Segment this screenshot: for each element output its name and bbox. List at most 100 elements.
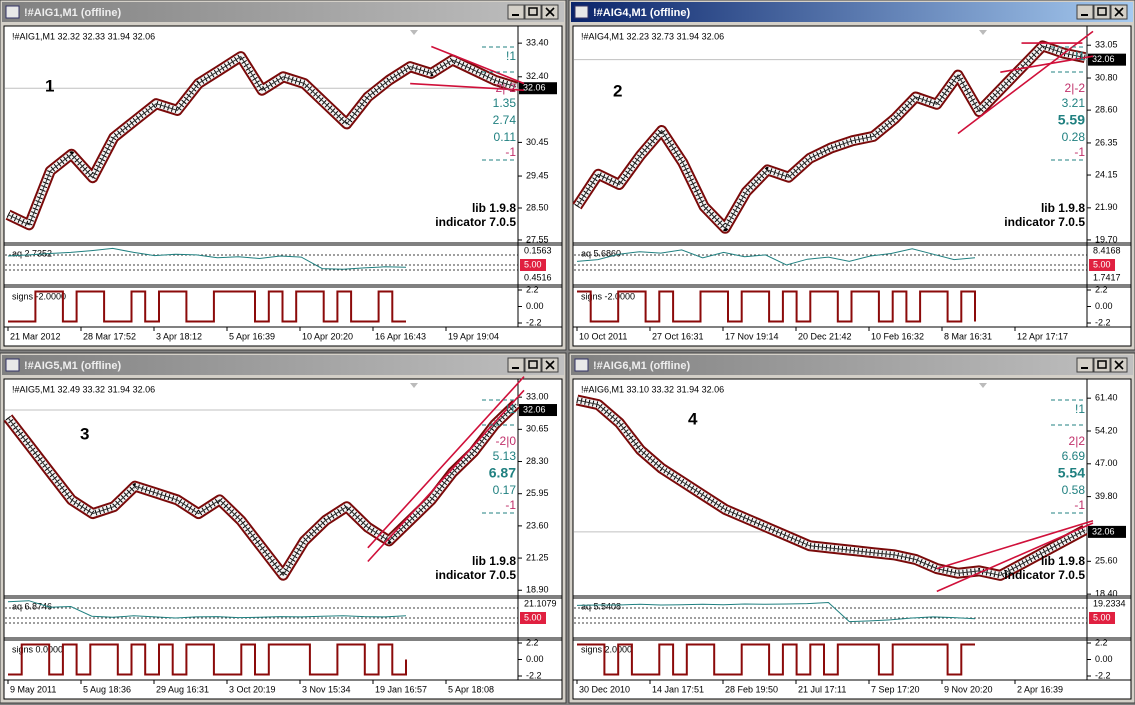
aq-axis-label: 1.7417 bbox=[1093, 272, 1121, 282]
chart-window: !#AIG1,M1 (offline) !#AIG1,M1 32.32 32.33… bbox=[0, 0, 567, 351]
chart-header: !#AIG5,M1 32.49 33.32 31.94 32.06 bbox=[12, 384, 155, 394]
window-icon bbox=[574, 358, 589, 372]
x-tick-label: 17 Nov 19:14 bbox=[725, 331, 779, 341]
x-tick-label: 19 Apr 19:04 bbox=[448, 331, 499, 341]
signs-label: signs -2.0000 bbox=[12, 291, 66, 301]
indicator-value: 6.69 bbox=[1062, 449, 1086, 463]
x-tick-label: 10 Feb 16:32 bbox=[871, 331, 924, 341]
aq-line bbox=[576, 601, 976, 623]
indicator-value: !1 bbox=[506, 49, 516, 63]
y-tick-label: 18.40 bbox=[1095, 589, 1118, 599]
chart-number: 2 bbox=[613, 81, 622, 100]
indicator-value: -2|0 bbox=[496, 434, 517, 448]
minimize-button[interactable] bbox=[1076, 4, 1094, 20]
aq-axis-label: 5.00 bbox=[1093, 259, 1111, 269]
x-tick-label: 7 Sep 17:20 bbox=[871, 684, 920, 694]
title-bar bbox=[571, 355, 1133, 375]
glyph bbox=[1097, 360, 1107, 369]
aq-level-tag bbox=[1089, 259, 1115, 271]
lib-version: lib 1.9.8 bbox=[472, 554, 516, 568]
trend-line bbox=[936, 519, 1094, 570]
aq-axis-label: 0.4516 bbox=[524, 272, 552, 282]
indicator-value: 0.17 bbox=[493, 483, 517, 497]
current-price-label: 32.06 bbox=[1092, 526, 1115, 536]
y-tick-label: 24.15 bbox=[1095, 169, 1118, 179]
x-tick-label: 29 Aug 16:31 bbox=[156, 684, 209, 694]
indicator-value: 1.35 bbox=[493, 96, 517, 110]
price-line bbox=[576, 45, 1086, 230]
indicator-value: 2.74 bbox=[493, 113, 517, 127]
signs-tick-label: -2.2 bbox=[1095, 317, 1111, 327]
minimize-button[interactable] bbox=[507, 357, 525, 373]
current-price-tag bbox=[519, 404, 557, 417]
x-tick-label: 9 Nov 20:20 bbox=[944, 684, 993, 694]
signs-tick-label: 2.2 bbox=[526, 637, 539, 647]
aq-label: aq 2.7352 bbox=[12, 248, 52, 258]
x-tick-label: 3 Oct 20:19 bbox=[229, 684, 276, 694]
minimize-button[interactable] bbox=[1076, 357, 1094, 373]
lib-version: lib 1.9.8 bbox=[472, 201, 516, 215]
chart-header: !#AIG6,M1 33.10 33.32 31.94 32.06 bbox=[581, 384, 724, 394]
indicator-value: -1 bbox=[505, 498, 516, 512]
maximize-button[interactable] bbox=[524, 4, 542, 20]
minimize-button[interactable] bbox=[507, 4, 525, 20]
signs-tick-label: 0.00 bbox=[526, 654, 544, 664]
y-tick-label: 33.00 bbox=[526, 392, 549, 402]
indicator-value: -1 bbox=[1074, 145, 1085, 159]
maximize-button[interactable] bbox=[1093, 357, 1111, 373]
indicator-version: indicator 7.0.5 bbox=[435, 568, 516, 582]
indicator-value: 6.87 bbox=[489, 465, 516, 481]
y-tick-label: 25.60 bbox=[1095, 556, 1118, 566]
aq-level-tag bbox=[1089, 612, 1115, 624]
window-title: !#AIG1,M1 (offline) bbox=[24, 7, 122, 19]
x-tick-label: 5 Apr 18:08 bbox=[448, 684, 494, 694]
indicator-value: 5.54 bbox=[1058, 465, 1085, 481]
trend-line bbox=[367, 376, 525, 549]
y-tick-label: 21.25 bbox=[526, 552, 549, 562]
trend-line bbox=[410, 82, 525, 92]
x-tick-label: 12 Apr 17:17 bbox=[1017, 331, 1068, 341]
signs-tick-label: 2.2 bbox=[1095, 284, 1108, 294]
aq-line bbox=[576, 248, 976, 266]
x-tick-label: 10 Oct 2011 bbox=[579, 331, 627, 341]
indicator-value: !1 bbox=[1075, 402, 1085, 416]
lib-version: lib 1.9.8 bbox=[1041, 201, 1085, 215]
signs-tick-label: 0.00 bbox=[526, 301, 544, 311]
maximize-button[interactable] bbox=[1093, 4, 1111, 20]
aq-axis-label: 8.4168 bbox=[1093, 245, 1121, 255]
x-tick-label: 9 May 2011 bbox=[10, 684, 56, 694]
current-price-tag bbox=[1088, 53, 1126, 66]
lib-version: lib 1.9.8 bbox=[1041, 554, 1085, 568]
y-tick-label: 28.50 bbox=[526, 202, 549, 212]
x-tick-label: 30 Dec 2010 bbox=[579, 684, 630, 694]
aq-line bbox=[7, 600, 407, 619]
x-tick-label: 14 Jan 17:51 bbox=[652, 684, 704, 694]
indicator-value: 0.28 bbox=[1062, 130, 1086, 144]
y-tick-label: 28.30 bbox=[526, 456, 549, 466]
scroll-marker bbox=[410, 30, 418, 35]
current-price-label: 32.06 bbox=[523, 83, 546, 93]
y-tick-label: 30.45 bbox=[526, 137, 549, 147]
x-tick-label: 8 Mar 16:31 bbox=[944, 331, 992, 341]
signs-tick-label: 0.00 bbox=[1095, 654, 1113, 664]
window-icon bbox=[574, 5, 589, 19]
y-tick-label: 39.80 bbox=[1095, 491, 1118, 501]
price-line bbox=[7, 55, 517, 226]
x-tick-label: 3 Apr 18:12 bbox=[156, 331, 202, 341]
y-tick-label: 21.90 bbox=[1095, 202, 1118, 212]
x-tick-label: 16 Apr 16:43 bbox=[375, 331, 426, 341]
signs-line bbox=[577, 290, 976, 323]
chart-number: 1 bbox=[45, 76, 54, 95]
maximize-button[interactable] bbox=[524, 357, 542, 373]
trend-line bbox=[431, 45, 525, 85]
signs-tick-label: 0.00 bbox=[1095, 301, 1113, 311]
indicator-value: !1 bbox=[506, 402, 516, 416]
glyph bbox=[1114, 360, 1124, 370]
signs-tick-label: -2.2 bbox=[526, 670, 542, 680]
aq-axis-label: 21.1079 bbox=[524, 598, 557, 608]
indicator-value: 5.59 bbox=[1058, 112, 1085, 128]
aq-label: aq 5.5408 bbox=[581, 601, 621, 611]
signs-label: signs -2.0000 bbox=[581, 291, 635, 301]
x-tick-label: 28 Feb 19:50 bbox=[725, 684, 778, 694]
x-tick-label: 21 Mar 2012 bbox=[10, 331, 61, 341]
